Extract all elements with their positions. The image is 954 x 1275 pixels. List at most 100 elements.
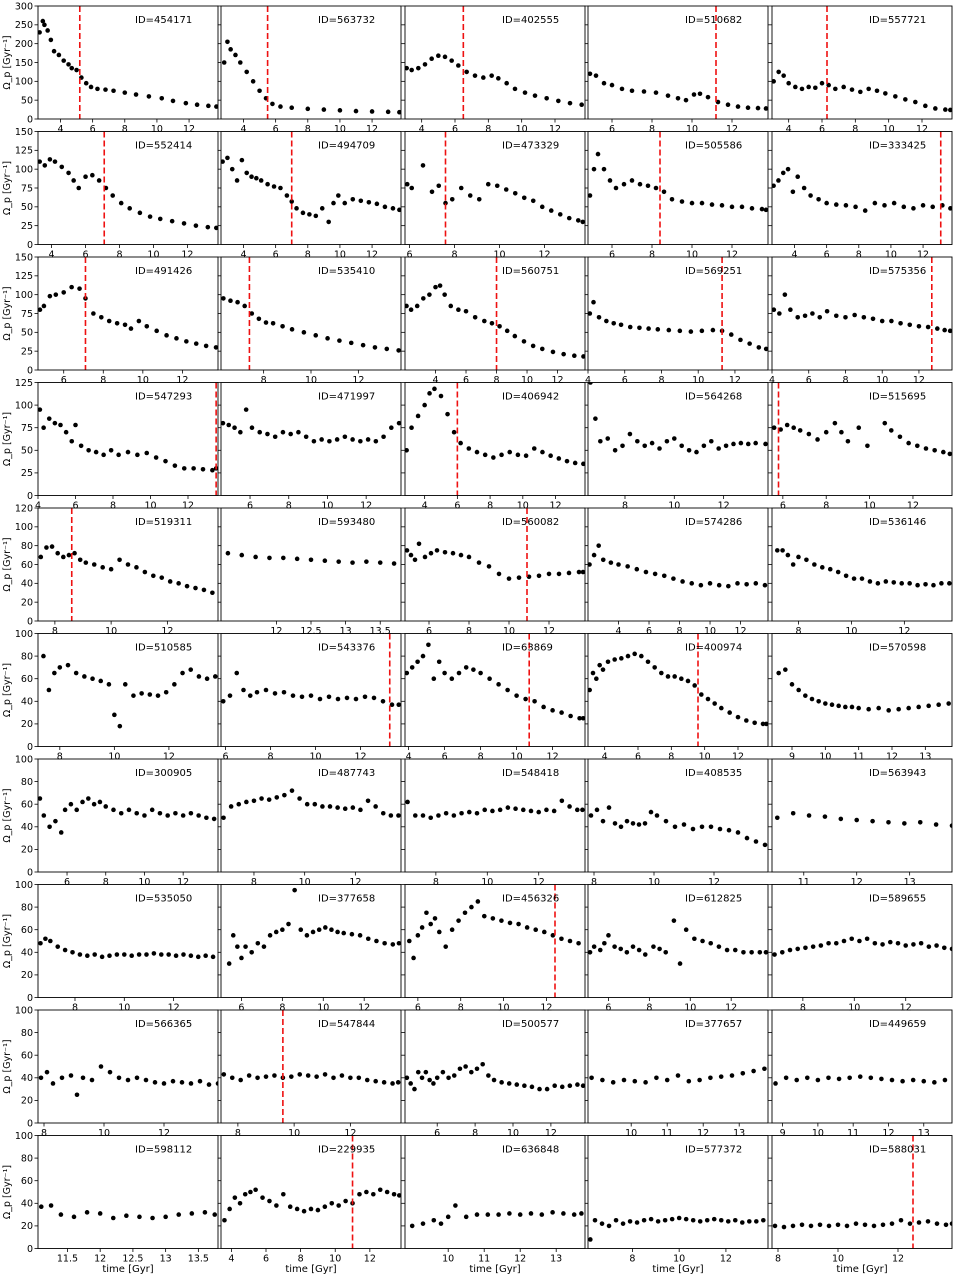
x-tick-label: 12 (94, 1254, 106, 1265)
data-point (336, 559, 341, 564)
y-tick-label: 40 (21, 697, 33, 708)
data-point (841, 938, 847, 944)
data-point (506, 1081, 512, 1086)
x-tick-label: 6 (415, 1003, 421, 1014)
data-point (163, 458, 168, 464)
data-point (196, 813, 201, 818)
data-point (99, 314, 104, 320)
data-point (632, 1078, 638, 1084)
data-point (458, 552, 464, 558)
y-tick-label: 60 (21, 560, 33, 571)
data-point (675, 1073, 681, 1078)
y-tick-label: 60 (21, 800, 33, 811)
data-point (530, 198, 536, 204)
data-point (272, 691, 278, 696)
panel-id-label: ID=560751 (502, 266, 559, 277)
data-point (577, 715, 582, 721)
data-point (436, 813, 441, 818)
y-tick-label: 50 (21, 328, 33, 339)
x-tick-label: 10 (668, 501, 680, 512)
data-point (163, 689, 169, 695)
x-tick-label: 10 (876, 375, 888, 386)
data-point (588, 311, 593, 316)
data-point (457, 1066, 463, 1072)
panel-frame (404, 633, 586, 747)
panel-id-label: ID=560082 (502, 517, 559, 528)
y-tick-label: 40 (21, 579, 33, 590)
data-point (172, 682, 177, 687)
data-point (66, 62, 71, 67)
panel-frame (771, 633, 953, 747)
data-point (672, 824, 678, 830)
data-point (600, 667, 606, 672)
data-point (891, 200, 897, 206)
panel-id-label: ID=400974 (685, 643, 742, 654)
data-point (780, 548, 785, 553)
data-point (59, 1075, 65, 1081)
y-axis-label: Ω_p [Gyr⁻¹] (2, 35, 13, 89)
data-point (206, 103, 211, 109)
data-point (112, 712, 117, 718)
data-point (915, 582, 920, 588)
data-point (619, 656, 624, 661)
data-point (256, 316, 262, 322)
data-series (588, 918, 768, 966)
data-point (790, 810, 796, 816)
x-tick-label: 8 (433, 877, 439, 888)
data-point (449, 58, 454, 63)
data-point (524, 925, 530, 930)
data-point (169, 218, 175, 224)
data-point (173, 953, 179, 958)
data-point (594, 676, 599, 681)
data-point (796, 554, 801, 560)
data-point (491, 1077, 497, 1083)
data-point (482, 452, 488, 458)
data-point (718, 1074, 724, 1079)
data-point (645, 183, 651, 189)
x-axis-label: time [Gyr] (285, 1264, 336, 1275)
data-point (434, 1075, 440, 1081)
data-point (88, 84, 94, 90)
data-point (865, 443, 870, 449)
data-point (122, 322, 128, 328)
x-tick-label: 8 (261, 375, 267, 386)
data-point (181, 221, 187, 226)
y-axis-label: Ω_p [Gyr⁻¹] (2, 286, 13, 340)
data-series (776, 667, 951, 713)
data-point (490, 808, 495, 814)
data-point (456, 918, 461, 923)
data-point (176, 581, 181, 586)
data-point (559, 1084, 565, 1090)
data-point (38, 1204, 44, 1209)
data-point (802, 313, 808, 319)
data-point (396, 348, 401, 353)
data-point (776, 178, 781, 183)
data-point (342, 434, 348, 440)
data-point (348, 340, 354, 346)
data-point (931, 582, 936, 588)
data-series (221, 788, 401, 821)
data-point (463, 308, 469, 314)
x-tick-label: 10 (442, 1254, 454, 1265)
x-tick-label: 12 (514, 1254, 526, 1265)
data-point (358, 807, 363, 813)
x-tick-label: 13.5 (188, 1254, 209, 1265)
data-point (725, 102, 731, 107)
data-point (280, 324, 285, 329)
data-point (637, 325, 642, 331)
data-point (152, 1080, 158, 1085)
y-tick-label: 75 (21, 423, 33, 434)
data-point (157, 810, 163, 816)
data-point (466, 446, 472, 451)
data-point (833, 86, 838, 92)
data-point (482, 807, 488, 813)
data-point (949, 946, 952, 952)
data-point (239, 552, 245, 558)
data-series (772, 420, 952, 457)
